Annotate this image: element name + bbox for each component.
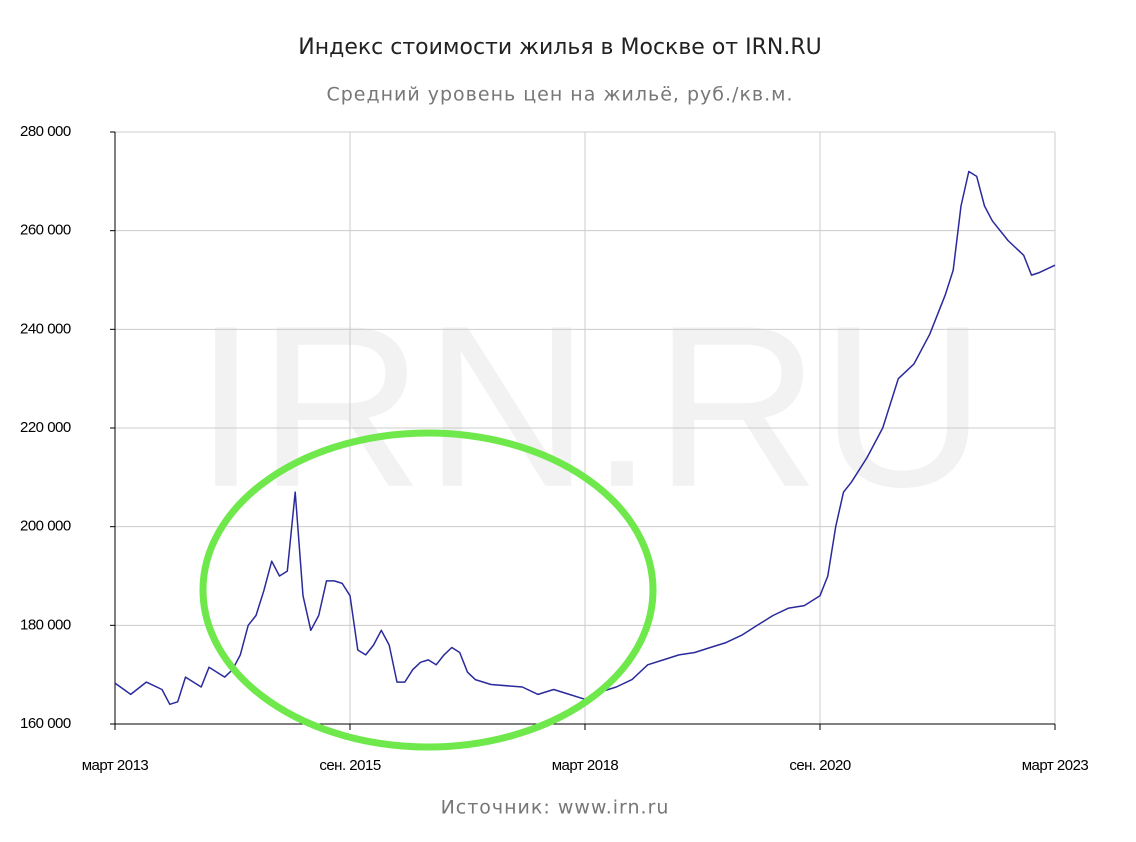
- y-tick-label: 240 000: [20, 320, 71, 337]
- chart-subtitle: Средний уровень цен на жильё, руб./кв.м.: [326, 84, 793, 106]
- x-tick-label: март 2018: [552, 757, 619, 774]
- highlight-ellipse: [199, 429, 657, 751]
- y-tick-label: 200 000: [20, 518, 71, 535]
- x-tick-label: март 2023: [1022, 757, 1089, 774]
- watermark: IRN.RU: [194, 278, 986, 535]
- chart-title: Индекс стоимости жилья в Москве от IRN.R…: [298, 35, 821, 60]
- y-tick-label: 260 000: [20, 222, 71, 239]
- y-tick-label: 160 000: [20, 715, 71, 732]
- x-tick-label: март 2013: [82, 757, 149, 774]
- x-tick-label: сен. 2020: [789, 757, 850, 774]
- plot-area: 160 000 180 000 200 000 220 000 240 000 260 0…: [20, 123, 1089, 774]
- source-note: Источник: www.irn.ru: [441, 797, 670, 819]
- y-tick-label: 220 000: [20, 419, 71, 436]
- y-tick-label: 180 000: [20, 616, 71, 633]
- data-line: [114, 170, 1056, 706]
- x-tick-label: сен. 2015: [319, 757, 380, 774]
- y-tick-label: 280 000: [20, 123, 71, 140]
